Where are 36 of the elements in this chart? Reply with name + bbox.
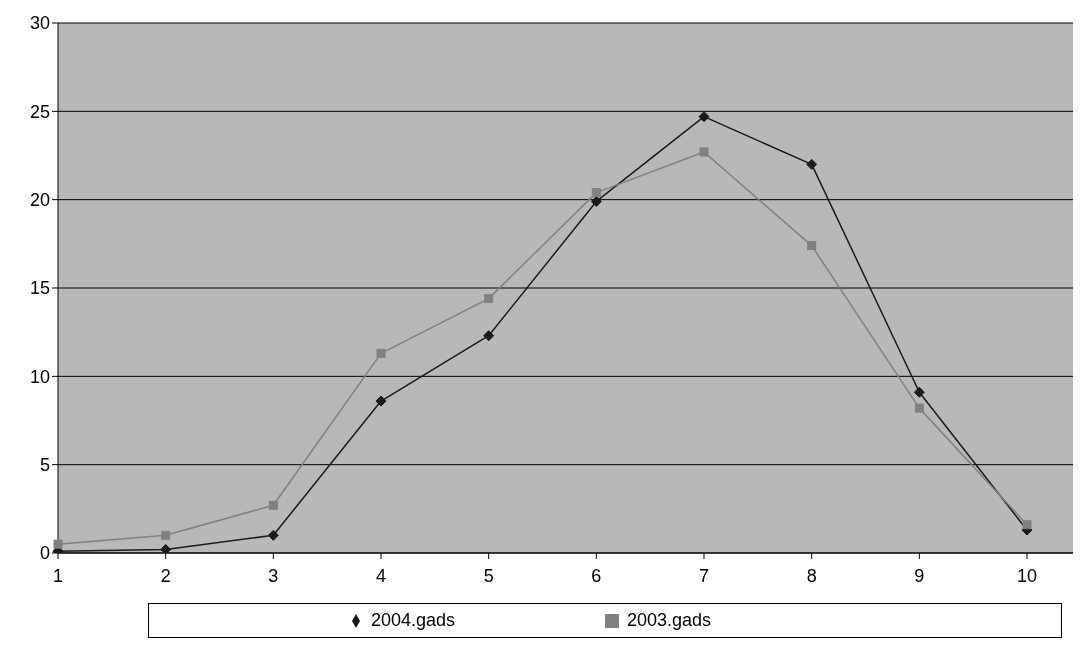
y-tick-label: 25 (29, 101, 50, 122)
point (591, 188, 601, 198)
y-tick-label: 20 (29, 190, 50, 211)
y-tick-label: 5 (39, 455, 50, 476)
point (268, 500, 278, 510)
point (484, 294, 494, 304)
point (699, 147, 709, 157)
point (160, 543, 172, 553)
x-tick-label: 3 (268, 565, 279, 586)
y-tick-label: 15 (29, 278, 50, 299)
x-tick-label: 10 (1016, 565, 1038, 586)
x-tick-label: 2 (160, 565, 171, 586)
point (913, 386, 925, 398)
x-tick-label: 5 (483, 565, 494, 586)
x-tick-label: 6 (591, 565, 602, 586)
point (267, 529, 279, 541)
point (375, 395, 387, 407)
y-tick-label: 30 (29, 13, 50, 34)
y-tick-label: 10 (29, 366, 50, 387)
x-tick-label: 8 (806, 565, 817, 586)
point (807, 241, 817, 251)
legend-label: 2004.gads (370, 610, 455, 630)
x-tick-label: 7 (698, 565, 710, 586)
point (914, 403, 924, 413)
point (483, 330, 495, 342)
point (376, 348, 386, 358)
legend-label: 2003.gads (627, 610, 712, 630)
point (806, 158, 818, 170)
point (1022, 520, 1032, 530)
x-tick-label: 4 (375, 565, 387, 586)
point (53, 539, 63, 549)
point (161, 530, 171, 540)
point (698, 111, 710, 123)
y-tick-label: 0 (39, 543, 50, 564)
x-tick-label: 9 (914, 565, 925, 586)
x-tick-label: 1 (52, 565, 64, 586)
